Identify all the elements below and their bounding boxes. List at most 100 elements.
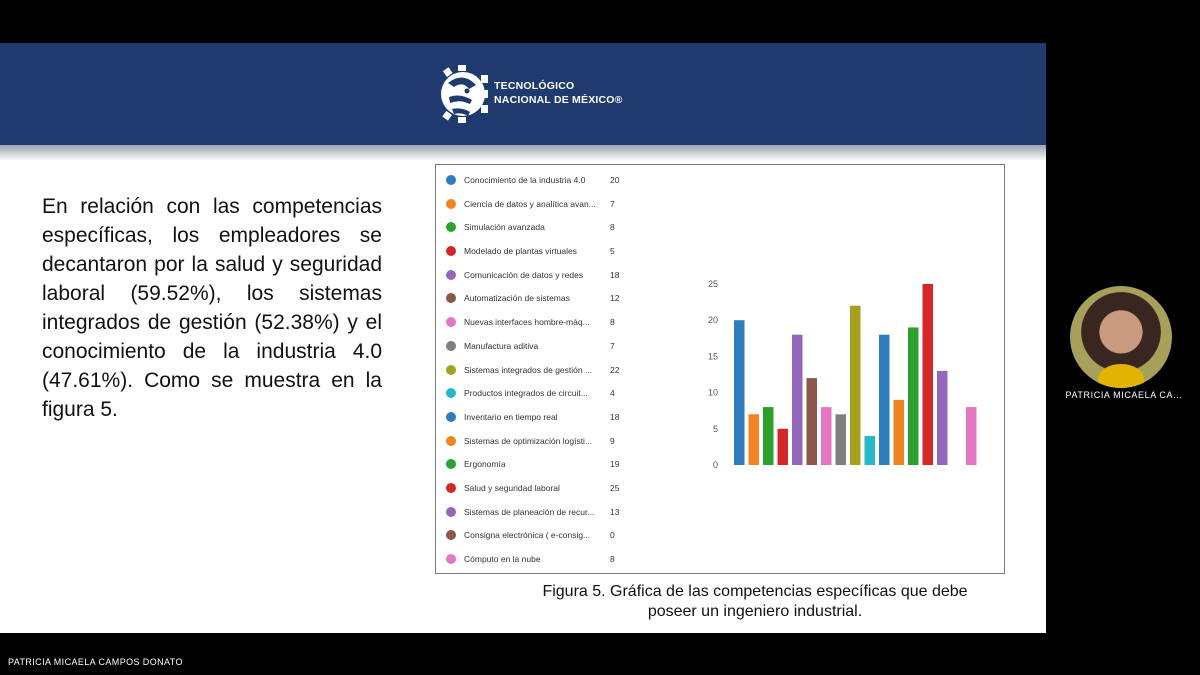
legend-label: Inventario en tiempo real xyxy=(464,411,558,422)
legend-color-dot-icon xyxy=(446,246,456,257)
bar[interactable] xyxy=(821,407,832,465)
legend-label: Sistemas de optimización logísti... xyxy=(464,435,593,446)
legend-color-dot-icon xyxy=(446,364,456,375)
bar[interactable] xyxy=(937,370,948,465)
y-tick-label: 5 xyxy=(713,424,718,434)
bar[interactable] xyxy=(879,334,890,465)
chart-plot-area: 0 5 10 15 20 25 xyxy=(708,279,977,470)
legend-value: 0 xyxy=(610,530,615,541)
legend-item[interactable]: Modelado de plantas virtuales 5 xyxy=(444,240,654,264)
legend-value: 12 xyxy=(610,293,620,304)
legend-color-dot-icon xyxy=(446,435,456,446)
chart-legend: Conocimiento de la industria 4.0 20 Cienci… xyxy=(444,169,654,572)
slide-body-text: En relación con las competencias específ… xyxy=(42,195,382,421)
figure-caption: Figura 5. Gráfica de las competencias es… xyxy=(470,582,1040,622)
caption-line-1: Figura 5. Gráfica de las competencias es… xyxy=(542,583,968,600)
legend-label: Consigna electrónica ( e-consig... xyxy=(464,530,591,541)
legend-item[interactable]: Sistemas de planeación de recur... 13 xyxy=(444,501,654,525)
legend-item[interactable]: Automatización de sistemas 12 xyxy=(444,287,654,311)
legend-value: 7 xyxy=(610,198,615,209)
bar[interactable] xyxy=(763,407,774,465)
legend-item[interactable]: Cómputo en la nube 8 xyxy=(444,548,654,572)
legend-color-dot-icon xyxy=(446,411,456,422)
legend-value: 4 xyxy=(610,388,615,399)
legend-color-dot-icon xyxy=(446,269,456,280)
legend-label: Modelado de plantas virtuales xyxy=(464,246,577,257)
legend-label: Ciencia de datos y analítica avan... xyxy=(464,198,596,209)
bar[interactable] xyxy=(734,320,745,465)
legend-item[interactable]: Consigna electrónica ( e-consig... 0 xyxy=(444,524,654,548)
bar[interactable] xyxy=(777,428,789,465)
legend-color-dot-icon xyxy=(446,317,456,328)
bar[interactable] xyxy=(893,399,905,465)
participant-video-tile[interactable]: PATRICIA MICAELA CA... xyxy=(1048,270,1200,420)
legend-item[interactable]: Ciencia de datos y analítica avan... 7 xyxy=(444,193,654,217)
legend-item[interactable]: Comunicación de datos y redes 18 xyxy=(444,264,654,288)
bar[interactable] xyxy=(908,327,919,465)
legend-item[interactable]: Inventario en tiempo real 18 xyxy=(444,406,654,430)
participant-tile-name: PATRICIA MICAELA CA... xyxy=(1065,390,1183,400)
bar[interactable] xyxy=(806,378,818,465)
legend-value: 7 xyxy=(610,340,615,351)
legend-label: Salud y seguridad laboral xyxy=(464,482,560,493)
legend-label: Simulación avanzada xyxy=(464,222,545,233)
tecnm-gear-logo-icon xyxy=(441,65,488,123)
legend-item[interactable]: Sistemas integrados de gestión ... 22 xyxy=(444,359,654,383)
legend-label: Sistemas de planeación de recur... xyxy=(464,506,595,517)
bar[interactable] xyxy=(922,284,934,465)
logo-line-1: TECNOLÓGICO xyxy=(494,80,575,92)
legend-value: 8 xyxy=(610,222,615,233)
legend-item[interactable]: Conocimiento de la industria 4.0 20 xyxy=(444,169,654,193)
legend-value: 18 xyxy=(610,411,620,422)
bar-chart: Conocimiento de la industria 4.0 20 Cienci… xyxy=(435,164,1005,574)
participant-avatar xyxy=(1070,286,1172,388)
tecnm-logo-text: TECNOLÓGICO NACIONAL DE MÉXICO® xyxy=(494,79,623,107)
legend-value: 19 xyxy=(610,459,620,470)
legend-value: 22 xyxy=(610,364,620,375)
legend-item[interactable]: Ergonomía 19 xyxy=(444,453,654,477)
legend-label: Ergonomía xyxy=(464,459,506,470)
legend-value: 8 xyxy=(610,554,615,564)
bar[interactable] xyxy=(864,436,876,465)
legend-label: Cómputo en la nube xyxy=(464,554,541,564)
legend-value: 18 xyxy=(610,269,620,280)
bar[interactable] xyxy=(850,305,861,465)
bar[interactable] xyxy=(835,414,847,465)
y-tick-label: 10 xyxy=(708,388,718,398)
legend-label: Conocimiento de la industria 4.0 xyxy=(464,175,586,185)
legend-item[interactable]: Nuevas interfaces hombre-máq... 8 xyxy=(444,311,654,335)
legend-color-dot-icon xyxy=(446,293,456,304)
bar[interactable] xyxy=(792,334,803,465)
legend-value: 9 xyxy=(610,435,615,446)
legend-label: Nuevas interfaces hombre-máq... xyxy=(464,317,590,328)
legend-item[interactable]: Sistemas de optimización logísti... 9 xyxy=(444,430,654,454)
banner-shadow xyxy=(0,145,1046,161)
legend-color-dot-icon xyxy=(446,459,456,470)
y-tick-label: 0 xyxy=(713,460,718,470)
presentation-slide: TECNOLÓGICO NACIONAL DE MÉXICO® En relac… xyxy=(0,43,1046,633)
legend-item[interactable]: Salud y seguridad laboral 25 xyxy=(444,477,654,501)
legend-value: 25 xyxy=(610,482,620,493)
legend-value: 8 xyxy=(610,317,615,328)
legend-label: Sistemas integrados de gestión ... xyxy=(464,364,593,375)
legend-color-dot-icon xyxy=(446,506,456,517)
legend-color-dot-icon xyxy=(446,554,456,564)
legend-color-dot-icon xyxy=(446,530,456,541)
legend-label: Productos integrados de circuit... xyxy=(464,388,588,399)
legend-item[interactable]: Simulación avanzada 8 xyxy=(444,216,654,240)
legend-item[interactable]: Manufactura aditiva 7 xyxy=(444,335,654,359)
bar[interactable] xyxy=(748,414,760,465)
presenter-name-label: PATRICIA MICAELA CAMPOS DONATO xyxy=(8,657,183,667)
legend-value: 13 xyxy=(610,506,620,517)
avatar-shirt xyxy=(1098,364,1144,388)
legend-item[interactable]: Productos integrados de circuit... 4 xyxy=(444,382,654,406)
legend-color-dot-icon xyxy=(446,175,456,185)
legend-color-dot-icon xyxy=(446,482,456,493)
y-tick-label: 15 xyxy=(708,351,718,361)
legend-color-dot-icon xyxy=(446,388,456,399)
legend-color-dot-icon xyxy=(446,198,456,209)
caption-line-2: poseer un ingeniero industrial. xyxy=(647,603,863,620)
header-banner: TECNOLÓGICO NACIONAL DE MÉXICO® xyxy=(0,43,1046,145)
legend-label: Manufactura aditiva xyxy=(464,340,539,351)
bar[interactable] xyxy=(966,407,977,465)
